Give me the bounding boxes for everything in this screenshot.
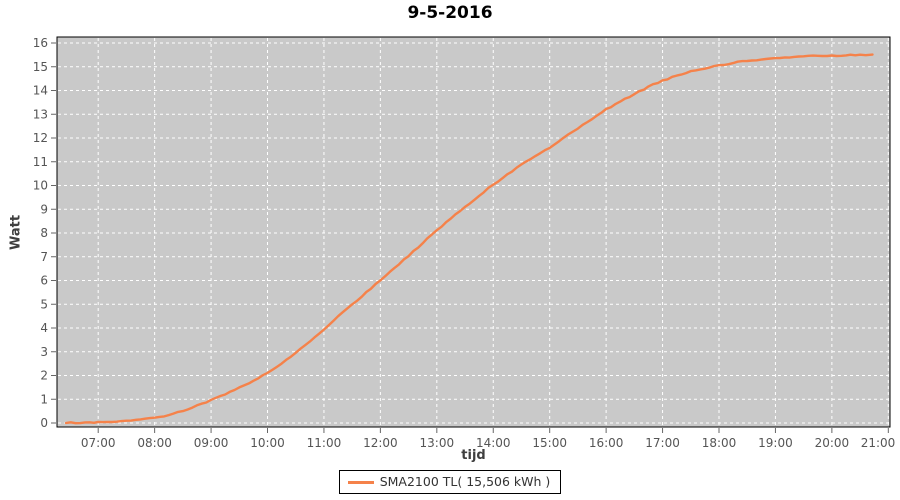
- y-tick-label: 4: [40, 321, 48, 335]
- y-tick-label: 8: [40, 226, 48, 240]
- x-tick-label: 09:00: [194, 436, 229, 450]
- x-tick-label: 20:00: [815, 436, 850, 450]
- chart-title: 9-5-2016: [407, 3, 493, 23]
- y-tick-label: 3: [40, 345, 48, 359]
- x-tick-label: 07:00: [81, 436, 116, 450]
- x-tick-label: 12:00: [363, 436, 398, 450]
- x-tick-label: 17:00: [645, 436, 680, 450]
- y-tick-label: 12: [33, 131, 48, 145]
- plot-border: [56, 36, 891, 428]
- x-tick-label: 18:00: [702, 436, 737, 450]
- y-tick-label: 6: [40, 274, 48, 288]
- legend-series-label: SMA2100 TL( 15,506 kWh ): [379, 473, 551, 489]
- series-line: [64, 53, 874, 425]
- legend-box: SMA2100 TL( 15,506 kWh ): [338, 470, 562, 494]
- x-tick-label: 10:00: [250, 436, 285, 450]
- x-tick-label: 16:00: [589, 436, 624, 450]
- x-tick-label: 11:00: [307, 436, 342, 450]
- y-tick-label: 16: [33, 36, 48, 50]
- x-tick-label: 08:00: [137, 436, 172, 450]
- y-tick-label: 5: [40, 297, 48, 311]
- x-tick-label: 15:00: [532, 436, 567, 450]
- x-tick-label: 14:00: [476, 436, 511, 450]
- x-tick-label: 13:00: [420, 436, 455, 450]
- y-axis-title: Watt: [8, 214, 24, 251]
- plot-background: [57, 37, 890, 427]
- y-tick-label: 1: [40, 392, 48, 406]
- legend: SMA2100 TL( 15,506 kWh ): [0, 470, 900, 494]
- y-tick-label: 2: [40, 369, 48, 383]
- y-tick-label: 9: [40, 202, 48, 216]
- y-tick-label: 13: [33, 107, 48, 121]
- x-tick-label: 19:00: [758, 436, 793, 450]
- x-tick-label: 21:00: [861, 436, 896, 450]
- y-tick-label: 15: [33, 60, 48, 74]
- y-tick-label: 7: [40, 250, 48, 264]
- y-tick-label: 0: [40, 416, 48, 430]
- y-tick-label: 10: [33, 179, 48, 193]
- x-axis-title: tijd: [461, 448, 486, 463]
- y-tick-label: 14: [33, 84, 48, 98]
- legend-line-swatch: [347, 480, 374, 484]
- y-tick-label: 11: [33, 155, 48, 169]
